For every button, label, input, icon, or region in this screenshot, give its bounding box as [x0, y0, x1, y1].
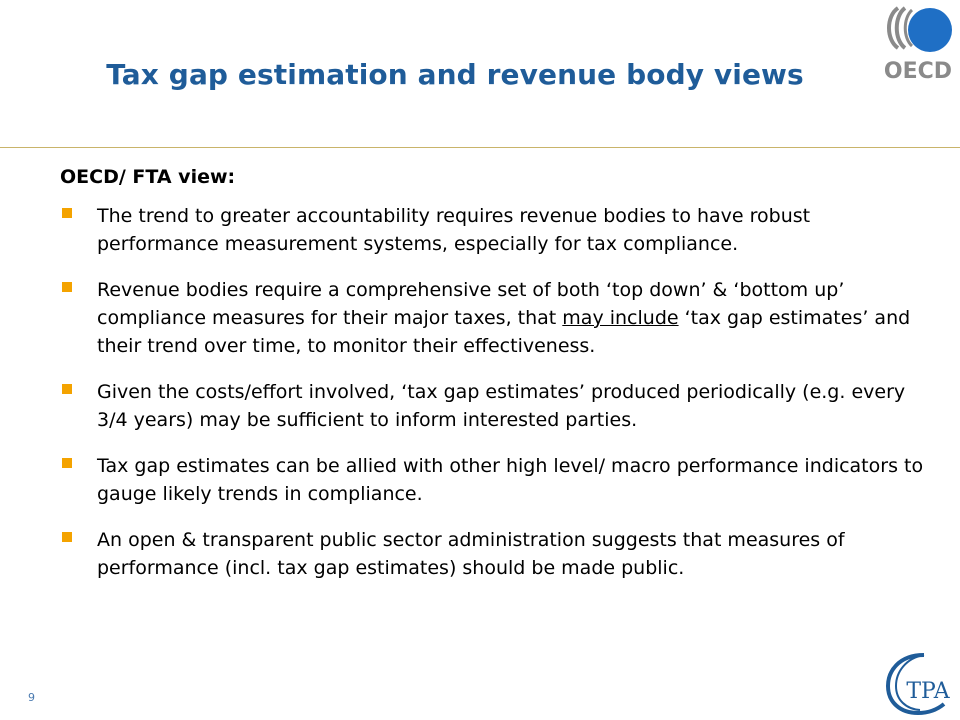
bullet-text: Given the costs/effort involved, ‘tax ga…	[97, 381, 906, 431]
bullet-text-underlined: may include	[562, 307, 679, 329]
square-bullet-icon	[62, 208, 72, 218]
bullet-text-before: Revenue bodies require a comprehensive s…	[97, 279, 845, 329]
slide-content: OECD/ FTA view: The trend to greater acc…	[60, 162, 930, 600]
subheading: OECD/ FTA view:	[60, 166, 236, 188]
bullet-item: The trend to greater accountability requ…	[60, 202, 930, 258]
bullet-item: Given the costs/effort involved, ‘tax ga…	[60, 378, 930, 434]
bullet-list: The trend to greater accountability requ…	[60, 202, 930, 582]
bullet-item: Revenue bodies require a comprehensive s…	[60, 276, 930, 360]
oecd-logo-text: OECD	[884, 59, 952, 84]
square-bullet-icon	[62, 532, 72, 542]
bullet-text-after: ‘tax gap estimates’ and their trend over…	[97, 307, 911, 357]
bullet-text: An open & transparent public sector admi…	[97, 529, 845, 579]
square-bullet-icon	[62, 384, 72, 394]
header-divider	[0, 147, 960, 148]
tpa-logo-text: TPA	[906, 679, 950, 704]
bullet-text: The trend to greater accountability requ…	[97, 205, 811, 255]
square-bullet-icon	[62, 458, 72, 468]
slide-number: 9	[28, 691, 35, 704]
square-bullet-icon	[62, 282, 72, 292]
tpa-logo: TPA	[885, 653, 951, 716]
bullet-text: Tax gap estimates can be allied with oth…	[97, 455, 924, 505]
oecd-logo: OECD	[884, 6, 952, 84]
slide-title: Tax gap estimation and revenue body view…	[106, 58, 804, 91]
bullet-item: An open & transparent public sector admi…	[60, 526, 930, 582]
bullet-item: Tax gap estimates can be allied with oth…	[60, 452, 930, 508]
